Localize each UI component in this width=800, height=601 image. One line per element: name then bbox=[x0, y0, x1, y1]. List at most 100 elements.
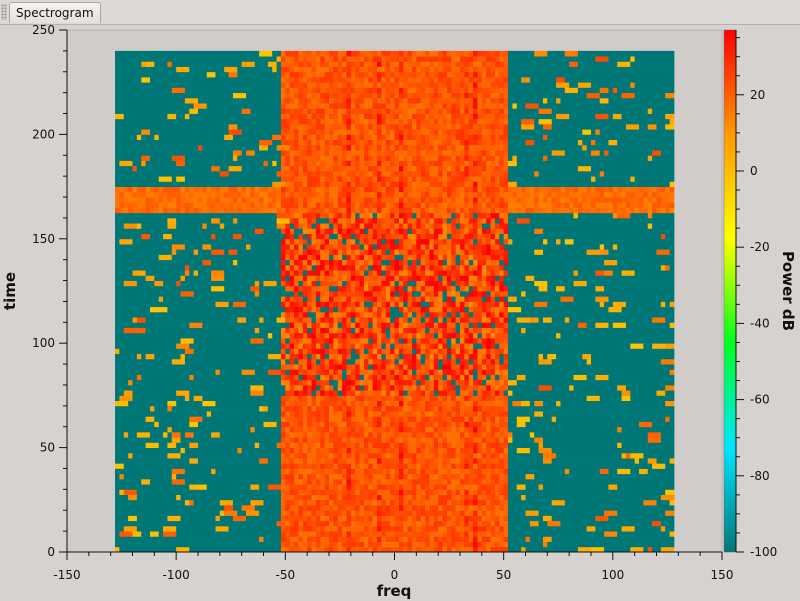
heatmap-cell bbox=[276, 431, 282, 438]
heatmap-cell bbox=[215, 458, 221, 464]
heatmap-cell bbox=[141, 353, 146, 360]
heatmap-cell bbox=[599, 463, 605, 469]
heatmap-cell bbox=[652, 374, 657, 381]
grip-icon[interactable] bbox=[1, 4, 7, 20]
heatmap-cell bbox=[656, 494, 662, 501]
heatmap-cell bbox=[577, 369, 583, 375]
heatmap-cell bbox=[604, 421, 609, 428]
heatmap-cell bbox=[503, 473, 509, 480]
heatmap-cell bbox=[141, 421, 146, 428]
heatmap-cell bbox=[394, 405, 400, 412]
heatmap-cell bbox=[608, 400, 614, 407]
heatmap-cell bbox=[302, 536, 308, 542]
heatmap-cell bbox=[551, 442, 557, 448]
tab-spectrogram[interactable]: Spectrogram bbox=[9, 2, 101, 23]
heatmap-cell bbox=[315, 463, 321, 469]
heatmap-cell bbox=[272, 364, 277, 370]
heatmap-cell bbox=[329, 452, 334, 459]
heatmap-cell bbox=[211, 353, 216, 360]
heatmap-cell bbox=[564, 458, 570, 464]
heatmap-cell bbox=[403, 431, 408, 438]
heatmap-cell bbox=[202, 473, 208, 480]
heatmap-cell bbox=[224, 348, 229, 355]
heatmap-cell bbox=[259, 416, 264, 422]
heatmap-cell bbox=[573, 484, 579, 490]
heatmap-cell bbox=[656, 426, 662, 433]
heatmap-cell bbox=[508, 426, 513, 433]
heatmap-cell bbox=[246, 478, 251, 485]
heatmap-cell bbox=[446, 484, 452, 490]
heatmap-cell bbox=[446, 426, 452, 433]
heatmap-cell bbox=[647, 416, 653, 422]
heatmap-cell bbox=[145, 343, 151, 349]
heatmap-cell bbox=[346, 531, 352, 537]
heatmap-cell bbox=[315, 337, 321, 344]
heatmap-cell bbox=[289, 468, 295, 475]
heatmap-cell bbox=[368, 505, 374, 511]
heatmap-cell bbox=[158, 390, 164, 396]
heatmap-cell bbox=[311, 531, 317, 537]
heatmap-cell bbox=[477, 546, 483, 553]
heatmap-cell bbox=[241, 463, 247, 469]
heatmap-cell bbox=[442, 494, 448, 501]
heatmap-cell bbox=[446, 384, 452, 391]
heatmap-cell bbox=[246, 364, 251, 370]
heatmap-cell bbox=[342, 431, 347, 438]
heatmap-cell bbox=[538, 525, 544, 532]
heatmap-cell bbox=[163, 337, 168, 344]
heatmap-cell bbox=[315, 525, 321, 532]
heatmap-cell bbox=[652, 358, 657, 365]
heatmap-cell bbox=[176, 343, 190, 349]
heatmap-cell bbox=[302, 520, 308, 527]
heatmap-cell bbox=[656, 353, 662, 360]
heatmap-cell bbox=[355, 395, 360, 402]
heatmap-cell bbox=[320, 395, 326, 402]
heatmap-cell bbox=[490, 374, 496, 381]
heatmap-cell bbox=[477, 353, 483, 360]
heatmap-cell bbox=[634, 390, 640, 396]
heatmap-cell bbox=[149, 494, 155, 501]
heatmap-cell bbox=[176, 494, 181, 501]
heatmap-cell bbox=[167, 473, 173, 480]
heatmap-cell bbox=[595, 358, 601, 365]
heatmap-cell bbox=[521, 364, 526, 370]
heatmap-cell bbox=[250, 405, 256, 412]
heatmap-cell bbox=[652, 515, 657, 522]
heatmap-cell bbox=[224, 505, 234, 511]
heatmap-cell bbox=[656, 405, 662, 412]
heatmap-cell bbox=[499, 452, 505, 459]
heatmap-cell bbox=[215, 499, 221, 506]
heatmap-cell bbox=[468, 494, 474, 501]
heatmap-cell bbox=[625, 510, 631, 516]
heatmap-cell bbox=[154, 546, 160, 553]
heatmap-cell bbox=[119, 379, 125, 386]
heatmap-cell bbox=[573, 463, 579, 469]
heatmap-cell bbox=[481, 416, 487, 422]
heatmap-cell bbox=[128, 473, 133, 480]
heatmap-cell bbox=[460, 395, 465, 402]
heatmap-cell bbox=[189, 416, 203, 422]
heatmap-cell bbox=[171, 489, 177, 495]
heatmap-cell bbox=[617, 416, 622, 422]
heatmap-cell bbox=[604, 525, 609, 532]
heatmap-cell bbox=[407, 515, 413, 522]
heatmap-cell bbox=[163, 437, 168, 443]
heatmap-cell bbox=[398, 426, 404, 433]
heatmap-cell bbox=[158, 531, 164, 537]
heatmap-cell bbox=[298, 411, 304, 417]
heatmap-cell bbox=[394, 384, 400, 391]
heatmap-cell bbox=[652, 416, 657, 422]
heatmap-cell bbox=[534, 416, 539, 422]
heatmap-cell bbox=[119, 489, 125, 495]
heatmap-cell bbox=[211, 499, 216, 506]
heatmap-cell bbox=[136, 358, 142, 365]
heatmap-cell bbox=[625, 499, 631, 506]
heatmap-cell bbox=[416, 494, 422, 501]
heatmap-cell bbox=[342, 405, 347, 412]
heatmap-cell bbox=[556, 510, 561, 516]
heatmap-cell bbox=[298, 546, 304, 553]
heatmap-cell bbox=[276, 337, 282, 344]
heatmap-cell bbox=[149, 405, 155, 412]
heatmap-cell bbox=[211, 447, 216, 454]
heatmap-cell bbox=[337, 531, 343, 537]
